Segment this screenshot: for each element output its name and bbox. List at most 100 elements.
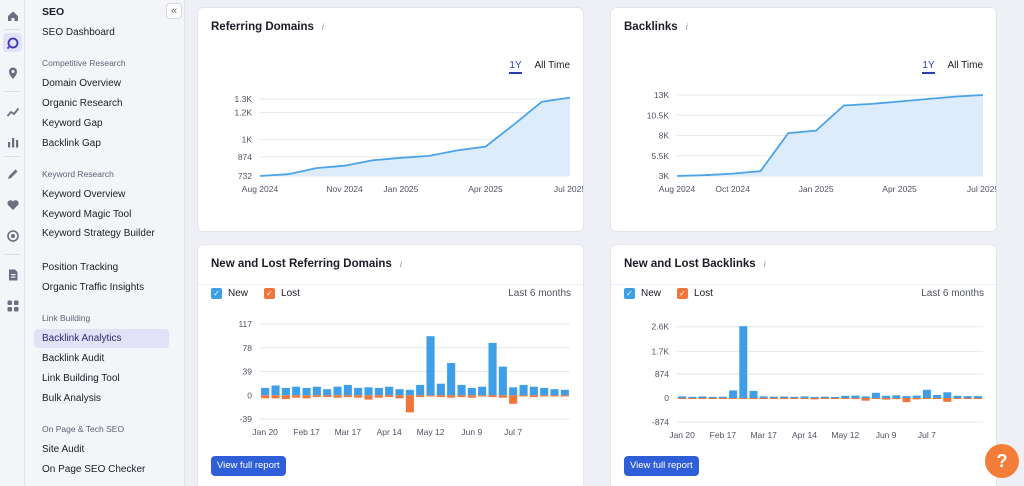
sidebar-item-keyword-strategy-builder[interactable]: Keyword Strategy Builder bbox=[42, 228, 155, 239]
sidebar-item-backlink-gap[interactable]: Backlink Gap bbox=[42, 138, 101, 149]
heart-icon[interactable] bbox=[3, 195, 22, 214]
sidebar-item-position-tracking[interactable]: Position Tracking bbox=[42, 262, 119, 273]
sidebar-item-keyword-magic-tool[interactable]: Keyword Magic Tool bbox=[42, 209, 132, 220]
collapse-sidebar-icon[interactable]: « bbox=[166, 3, 182, 19]
apps-icon[interactable] bbox=[3, 296, 22, 315]
tab-all-time[interactable]: All Time bbox=[534, 60, 570, 71]
info-icon[interactable]: i bbox=[685, 22, 688, 32]
series-line bbox=[259, 96, 571, 177]
bar-new bbox=[374, 387, 383, 396]
checkbox-lost[interactable]: ✓ bbox=[677, 288, 689, 299]
x-tick-label: Jan 20 bbox=[252, 427, 278, 437]
bar-new bbox=[912, 395, 921, 399]
bar-lost bbox=[871, 398, 880, 399]
tab-1y[interactable]: 1Y bbox=[509, 60, 522, 74]
bar-new bbox=[871, 392, 880, 398]
bar-lost bbox=[478, 395, 487, 397]
seo-icon[interactable] bbox=[3, 33, 22, 52]
trend-icon[interactable] bbox=[3, 102, 22, 121]
bar-lost bbox=[364, 395, 373, 400]
report-icon[interactable] bbox=[3, 265, 22, 284]
referring-domains-card: Referring Domains i 1Y All Time 732 874 1K 1… bbox=[197, 7, 584, 232]
bar-lost bbox=[678, 398, 687, 399]
bar-new bbox=[973, 396, 982, 398]
card-title: Referring Domains i bbox=[211, 21, 324, 33]
info-icon[interactable]: i bbox=[321, 22, 324, 32]
bar-lost bbox=[467, 395, 476, 398]
info-icon[interactable]: i bbox=[763, 259, 766, 269]
x-tick-label: Jul 2025 bbox=[967, 184, 997, 194]
bar-lost bbox=[769, 398, 778, 399]
series-line bbox=[676, 94, 984, 177]
legend-new[interactable]: ✓ New bbox=[211, 288, 248, 299]
bar-lost bbox=[498, 395, 507, 398]
bar-new bbox=[405, 389, 414, 396]
backlinks-card: Backlinks i 1Y All Time 3K 5.5K 8K 10.5K 13K A… bbox=[610, 7, 997, 232]
sidebar-item-link-building-tool[interactable]: Link Building Tool bbox=[42, 373, 120, 384]
bar-new bbox=[902, 396, 911, 398]
referring-domains-chart: 732 874 1K 1.2K 1.3K Aug 2024 Nov 2024 Jan 2025… bbox=[235, 94, 584, 194]
view-full-report-button[interactable]: View full report bbox=[211, 456, 286, 476]
bar-lost bbox=[416, 395, 425, 398]
bar-new bbox=[851, 395, 860, 399]
checkbox-new[interactable]: ✓ bbox=[624, 288, 635, 299]
sidebar-item-keyword-overview[interactable]: Keyword Overview bbox=[42, 189, 126, 200]
content-icon[interactable] bbox=[3, 164, 22, 183]
x-tick-label: Jul 2025 bbox=[554, 184, 584, 194]
bar-lost bbox=[374, 395, 383, 398]
legend-lost[interactable]: ✓ Lost bbox=[677, 288, 713, 299]
new-lost-domains-card: New and Lost Referring Domains i ✓ New ✓ Lo… bbox=[197, 244, 584, 486]
bar-lost bbox=[718, 398, 727, 399]
x-tick-label: May 12 bbox=[417, 427, 445, 437]
bar-lost bbox=[385, 395, 394, 398]
bar-lost bbox=[902, 398, 911, 403]
home-icon[interactable] bbox=[3, 6, 22, 25]
x-tick-label: Oct 2024 bbox=[715, 184, 750, 194]
x-tick-label: May 12 bbox=[831, 430, 859, 440]
view-full-report-button[interactable]: View full report bbox=[624, 456, 699, 476]
sidebar-item-backlink-audit[interactable]: Backlink Audit bbox=[42, 353, 105, 364]
bar-new bbox=[292, 386, 301, 396]
bar-new bbox=[749, 390, 758, 398]
sidebar-item-bulk-analysis[interactable]: Bulk Analysis bbox=[42, 393, 101, 404]
target-icon[interactable] bbox=[3, 226, 22, 245]
x-tick-label: Aug 2024 bbox=[242, 184, 279, 194]
section-competitive-research: Competitive Research bbox=[42, 58, 126, 68]
checkbox-new[interactable]: ✓ bbox=[211, 288, 222, 299]
sidebar-item-keyword-gap[interactable]: Keyword Gap bbox=[42, 118, 103, 129]
legend-lost[interactable]: ✓ Lost bbox=[264, 288, 300, 299]
section-on-page-tech-seo: On Page & Tech SEO bbox=[42, 424, 125, 434]
help-button[interactable]: ? bbox=[985, 444, 1019, 478]
y-tick-label: 78 bbox=[243, 343, 253, 353]
area-fill bbox=[260, 97, 570, 176]
local-icon[interactable] bbox=[3, 63, 22, 82]
bar-new bbox=[281, 387, 290, 396]
bar-new bbox=[416, 384, 425, 396]
sidebar-item-organic-traffic-insights[interactable]: Organic Traffic Insights bbox=[42, 282, 145, 293]
info-icon[interactable]: i bbox=[399, 259, 402, 269]
sidebar-item-seo-dashboard[interactable]: SEO Dashboard bbox=[42, 27, 115, 38]
sidebar-item-organic-research[interactable]: Organic Research bbox=[42, 98, 123, 109]
area-fill bbox=[677, 95, 983, 176]
bar-new bbox=[882, 395, 891, 398]
bar-new bbox=[540, 387, 549, 396]
sidebar-item-site-audit[interactable]: Site Audit bbox=[42, 444, 85, 455]
bar-lost bbox=[436, 395, 445, 398]
x-tick-label: Jul 7 bbox=[918, 430, 936, 440]
sidebar-item-backlink-analytics[interactable]: Backlink Analytics bbox=[34, 329, 169, 348]
y-tick-label: 732 bbox=[238, 171, 252, 181]
sidebar-item-domain-overview[interactable]: Domain Overview bbox=[42, 78, 121, 89]
checkbox-lost[interactable]: ✓ bbox=[264, 288, 276, 299]
bar-new bbox=[810, 396, 819, 398]
tab-all-time[interactable]: All Time bbox=[947, 60, 983, 71]
bar-new bbox=[509, 387, 518, 396]
bar-chart-icon[interactable] bbox=[3, 132, 22, 151]
bar-lost bbox=[688, 398, 697, 399]
legend-new[interactable]: ✓ New bbox=[624, 288, 661, 299]
x-tick-label: Jun 9 bbox=[461, 427, 482, 437]
sidebar-item-on-page-seo-checker[interactable]: On Page SEO Checker bbox=[42, 464, 146, 475]
tab-1y[interactable]: 1Y bbox=[922, 60, 935, 74]
bar-new bbox=[841, 395, 850, 398]
y-tick-label: 0 bbox=[664, 393, 669, 403]
bar-lost bbox=[395, 395, 404, 399]
